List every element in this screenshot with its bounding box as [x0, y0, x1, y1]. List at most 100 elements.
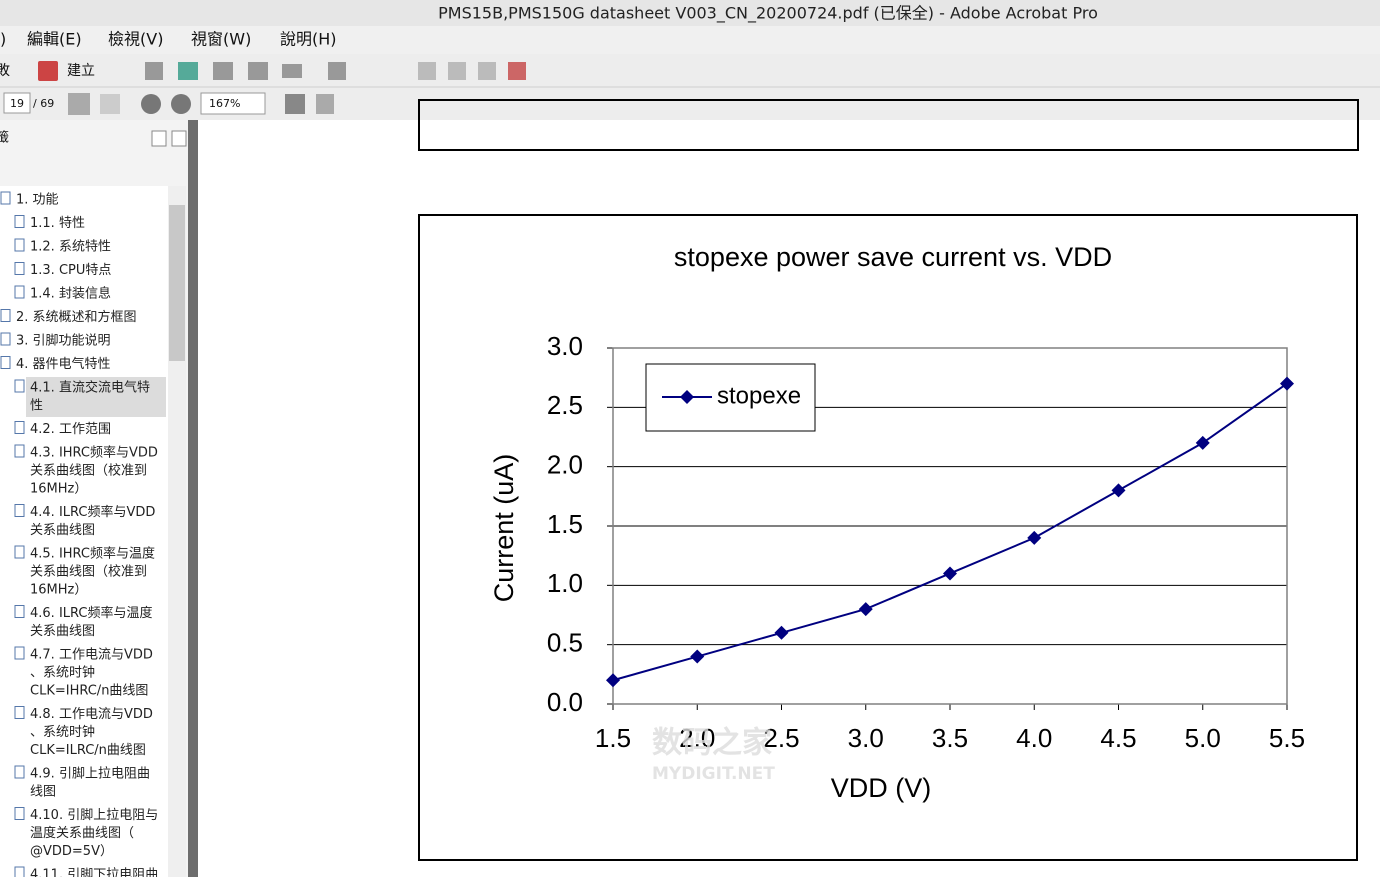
mail-icon[interactable]	[282, 64, 302, 78]
page-input[interactable]	[3, 92, 31, 114]
bookmarks: 1. 功能 1.1. 特性 1.2. 系统特性 1.3. CPU特点 1.4. 封装信息…	[0, 191, 166, 877]
fit-width[interactable]	[316, 94, 334, 114]
y-tick-label: 0.5	[547, 628, 583, 658]
bookmark-label[interactable]: 3. 引脚功能说明	[16, 333, 111, 349]
splitter[interactable]	[188, 120, 198, 877]
bookmark-label[interactable]: @VDD=5V）	[30, 844, 113, 859]
x-tick-label: 1.5	[595, 723, 631, 753]
fit-page[interactable]	[285, 94, 305, 114]
bookmark-label[interactable]: 关系曲线图	[30, 523, 95, 538]
upload-icon[interactable]	[178, 62, 198, 80]
y-tick-label: 0.0	[547, 687, 583, 717]
x-tick-label: 3.0	[848, 723, 884, 753]
tool-icon[interactable]	[418, 62, 436, 80]
bookmark-label[interactable]: 4.11. 引脚下拉电阻曲	[30, 867, 158, 877]
x-tick-label: 4.0	[1016, 723, 1052, 753]
bookmark-label[interactable]: 关系曲线图（校准到	[30, 463, 147, 479]
x-tick-label: 5.5	[1269, 723, 1305, 753]
select-tool[interactable]	[68, 93, 90, 115]
bookmark-icon	[14, 379, 25, 393]
bookmark-icon	[14, 238, 25, 252]
bookmark-label[interactable]: 1.1. 特性	[30, 216, 85, 231]
save-icon[interactable]	[145, 62, 163, 80]
create-icon[interactable]	[38, 61, 58, 81]
hand-tool[interactable]	[100, 94, 120, 114]
bookmark-label[interactable]: 16MHz）	[30, 583, 87, 598]
bookmark-label[interactable]: 4.7. 工作电流与VDD	[30, 648, 153, 663]
bookmark-label[interactable]: 关系曲线图	[30, 624, 95, 639]
watermark: MYDIGIT.NET	[652, 764, 775, 784]
menu-item[interactable]: 編輯(E)	[27, 30, 82, 49]
toolbar-label: 敗	[0, 63, 10, 79]
bookmark-label[interactable]: 1.4. 封装信息	[30, 286, 111, 302]
bookmark-list	[0, 186, 186, 877]
bookmark-label[interactable]: 1.3. CPU特点	[30, 263, 111, 278]
page-count: / 69	[33, 97, 54, 110]
menu-item[interactable]: 檢視(V)	[108, 30, 163, 49]
bookmark-icon	[0, 332, 11, 346]
bookmark-icon	[14, 444, 25, 458]
legend-label: stopexe	[717, 382, 801, 409]
bookmark-label[interactable]: 4.9. 引脚上拉电阻曲	[30, 766, 150, 782]
data-point	[1111, 483, 1126, 498]
tool-icon[interactable]	[448, 62, 466, 80]
y-tick-label: 3.0	[547, 331, 583, 361]
settings-icon[interactable]	[328, 62, 346, 80]
bookmark-icon	[14, 866, 25, 877]
menu-item[interactable]: )	[0, 30, 6, 49]
data-point	[690, 649, 705, 664]
bookmark-label[interactable]: 关系曲线图（校准到	[30, 564, 147, 580]
title-bar	[0, 0, 1380, 26]
window-title: PMS15B,PMS150G datasheet V003_CN_2020072…	[438, 4, 1098, 24]
x-tick-label: 5.0	[1185, 723, 1221, 753]
bookmark-label[interactable]: 4.5. IHRC频率与温度	[30, 546, 155, 562]
bookmark-label[interactable]: 2. 系统概述和方框图	[16, 309, 137, 325]
bookmark-label[interactable]: 1.2. 系统特性	[30, 240, 111, 255]
bookmark-label[interactable]: 4.6. ILRC频率与温度	[30, 605, 152, 621]
bookmark-icon	[14, 421, 25, 434]
bookmark-icon	[14, 285, 25, 299]
create-button[interactable]: 建立	[67, 63, 95, 79]
data-point	[606, 673, 620, 688]
expand-button[interactable]	[171, 130, 187, 147]
chart: stopexe power save current vs. VDD 0.0 0.5…	[489, 242, 1305, 803]
bookmark-label[interactable]: 16MHz）	[30, 482, 87, 497]
data-point	[774, 625, 789, 640]
bookmark-label[interactable]: 温度关系曲线图（	[30, 825, 134, 841]
bookmark-label[interactable]: 4.3. IHRC频率与VDD	[30, 445, 158, 461]
x-tick-label: 2.0	[679, 723, 715, 753]
collapse-button[interactable]	[151, 130, 167, 147]
bookmark-label[interactable]: 1. 功能	[16, 193, 59, 208]
bookmark-label[interactable]: 4. 器件电气特性	[16, 356, 111, 372]
data-point	[1027, 530, 1042, 545]
bookmark-label[interactable]: 、系统时钟	[30, 724, 95, 740]
bookmark-label[interactable]: CLK=IHRC/n曲线图	[30, 684, 148, 699]
sidebar-title: 籤	[0, 131, 9, 146]
bookmark-label[interactable]: 4.1. 直流交流电气特	[30, 380, 150, 396]
y-tick-label: 2.0	[547, 450, 583, 480]
tool-icon[interactable]	[478, 62, 496, 80]
bookmark-label[interactable]: 4.2. 工作范围	[30, 422, 111, 437]
chart-frame	[418, 214, 1358, 861]
zoom-out[interactable]	[141, 94, 161, 114]
data-point	[858, 602, 873, 617]
zoom-in[interactable]	[171, 94, 191, 114]
bookmark-label[interactable]: 性	[30, 399, 43, 414]
scroll-thumb[interactable]	[169, 205, 185, 361]
bookmark-label[interactable]: CLK=ILRC/n曲线图	[30, 743, 146, 758]
toolbar-icons	[145, 62, 526, 80]
bookmark-icon	[14, 646, 25, 660]
edit-icon[interactable]	[248, 62, 268, 80]
bookmark-label[interactable]: 4.4. ILRC频率与VDD	[30, 504, 155, 520]
bookmark-label[interactable]: 4.10. 引脚上拉电阻与	[30, 807, 158, 823]
tool-icon[interactable]	[508, 62, 526, 80]
bookmark-label[interactable]: 线图	[30, 785, 56, 800]
print-icon[interactable]	[213, 62, 233, 80]
bookmark-label[interactable]: 、系统时钟	[30, 665, 95, 681]
zoom-input[interactable]	[200, 92, 266, 115]
menu-item[interactable]: 視窗(W)	[191, 30, 251, 49]
zoom-value: 167%	[209, 97, 240, 110]
menu-item[interactable]: 說明(H)	[280, 30, 337, 49]
bookmark-label[interactable]: 4.8. 工作电流与VDD	[30, 707, 153, 722]
